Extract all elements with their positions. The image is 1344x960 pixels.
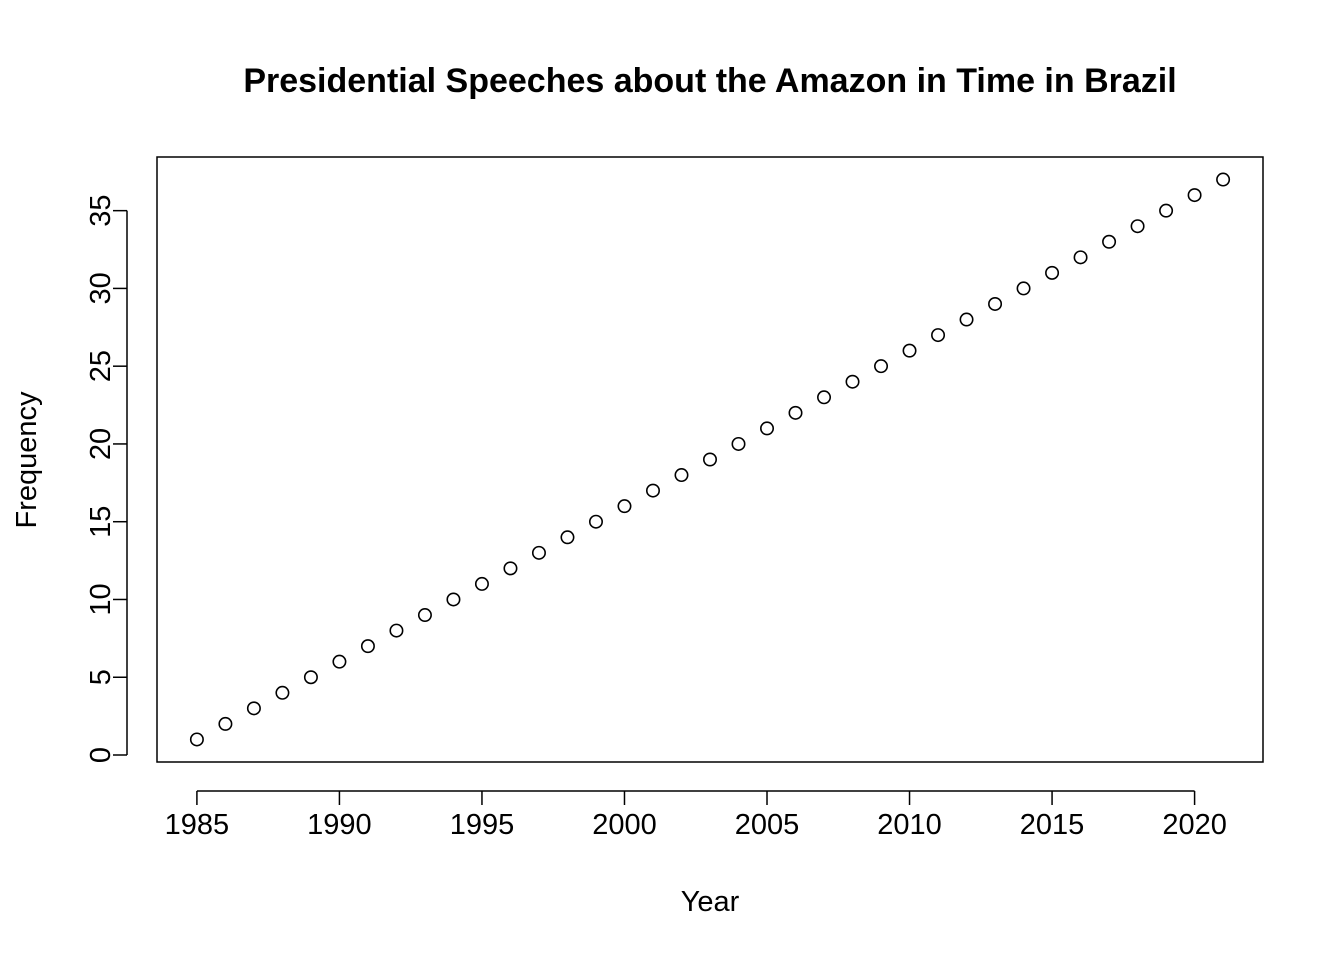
data-point — [1216, 172, 1231, 187]
data-point — [902, 343, 917, 358]
data-point — [446, 592, 461, 607]
data-point — [1130, 219, 1145, 234]
data-point — [531, 545, 546, 560]
data-point — [218, 716, 233, 731]
x-tick-label: 2010 — [877, 809, 942, 841]
x-axis: 1985 1990 1995 2000 2005 2010 2015 2020 — [165, 790, 1227, 841]
y-tick-label: 20 — [85, 428, 117, 460]
data-point — [959, 312, 974, 327]
data-point — [1073, 250, 1088, 265]
x-tick-label: 2000 — [592, 809, 657, 841]
x-tick-label: 1985 — [165, 809, 230, 841]
data-point — [931, 328, 946, 343]
data-point — [503, 561, 518, 576]
y-tick-label: 25 — [85, 350, 117, 382]
data-point — [845, 374, 860, 389]
data-point — [674, 468, 689, 483]
data-point — [389, 623, 404, 638]
data-point — [1102, 234, 1117, 249]
x-tick-label: 2015 — [1020, 809, 1085, 841]
data-points — [189, 172, 1231, 747]
data-point — [645, 483, 660, 498]
x-tick-label: 2020 — [1162, 809, 1227, 841]
data-point — [588, 514, 603, 529]
data-point — [360, 639, 375, 654]
chart-title: Presidential Speeches about the Amazon i… — [243, 62, 1176, 100]
data-point — [303, 670, 318, 685]
data-point — [731, 436, 746, 451]
data-point — [275, 685, 290, 700]
data-point — [1045, 265, 1060, 280]
y-tick-label: 30 — [85, 272, 117, 304]
data-point — [474, 576, 489, 591]
data-point — [189, 732, 204, 747]
data-point — [560, 530, 575, 545]
y-axis: 0 5 10 15 20 25 30 35 — [85, 195, 128, 763]
data-point — [760, 421, 775, 436]
x-tick-label: 2005 — [735, 809, 800, 841]
x-tick-label: 1990 — [307, 809, 372, 841]
y-tick-label: 10 — [85, 583, 117, 615]
y-tick-label: 35 — [85, 195, 117, 227]
y-tick-label: 5 — [85, 669, 117, 685]
y-tick-label: 0 — [85, 747, 117, 763]
y-axis-label: Frequency — [11, 391, 43, 529]
data-point — [417, 608, 432, 623]
x-axis-label: Year — [681, 886, 740, 918]
data-point — [874, 359, 889, 374]
data-point — [1016, 281, 1031, 296]
data-point — [617, 499, 632, 514]
data-point — [788, 405, 803, 420]
data-point — [1159, 203, 1174, 218]
y-tick-label: 15 — [85, 506, 117, 538]
data-point — [332, 654, 347, 669]
data-point — [817, 390, 832, 405]
x-tick-label: 1995 — [450, 809, 515, 841]
data-point — [1187, 188, 1202, 203]
data-point — [246, 701, 261, 716]
plot-frame — [156, 156, 1264, 763]
data-point — [988, 296, 1003, 311]
data-point — [702, 452, 717, 467]
